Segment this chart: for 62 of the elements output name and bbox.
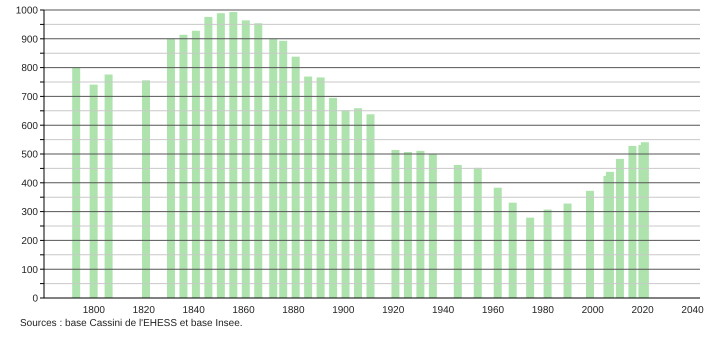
source-note: Sources : base Cassini de l'EHESS et base Insee. [20,318,244,329]
y-tick-label: 200 [21,236,38,247]
bar [526,218,534,298]
y-tick-label: 400 [21,178,38,190]
bar [616,158,624,298]
bar [104,74,113,298]
y-tick-label: 900 [21,34,38,46]
x-tick-label: 2020 [632,305,654,316]
bar [329,98,338,298]
bar [474,168,482,298]
bar [586,190,594,298]
bar [354,108,362,298]
bar [628,146,636,298]
x-tick-label: 1880 [282,305,305,316]
bar [304,76,312,298]
bar [544,210,552,298]
bar [494,188,502,298]
bar [428,154,437,298]
x-tick-label: 1960 [482,305,505,316]
bar [192,30,200,298]
y-tick-label: 600 [21,120,38,132]
y-tick-label: 1000 [16,6,38,17]
bar [342,110,350,298]
bar [242,20,250,298]
bar [269,39,278,298]
y-tick-label: 800 [21,63,38,74]
bar [90,84,98,298]
x-tick-label: 1820 [132,305,156,316]
x-tick-label: 2040 [681,305,704,316]
bar [454,164,462,298]
bar [640,142,649,298]
bar [179,34,188,298]
y-tick-label: 300 [21,207,38,218]
bar [606,172,614,298]
y-tick-label: 500 [21,150,38,161]
bar [279,40,288,298]
x-tick-label: 1860 [232,305,256,316]
bar [229,12,238,298]
y-tick-label: 700 [21,92,38,103]
bar [166,39,175,298]
bar [216,13,225,298]
x-tick-label: 1800 [82,305,106,316]
bar [404,152,412,298]
y-tick-label: 100 [21,264,38,276]
bar [142,80,150,298]
x-tick-label: 2000 [582,305,604,316]
x-tick-label: 1980 [532,305,554,316]
x-tick-label: 1840 [182,305,206,316]
bar [72,68,80,298]
bar [391,150,400,298]
x-tick-label: 1920 [382,305,405,316]
x-tick-label: 1900 [332,305,355,316]
bar [564,204,572,298]
bar [254,23,262,298]
x-tick-label: 1940 [432,305,455,316]
bar [316,77,325,298]
bar [204,16,212,298]
y-tick-label: 0 [32,294,38,305]
bar [416,150,424,298]
bar [292,56,300,298]
bar [366,114,375,298]
bar [508,202,517,298]
